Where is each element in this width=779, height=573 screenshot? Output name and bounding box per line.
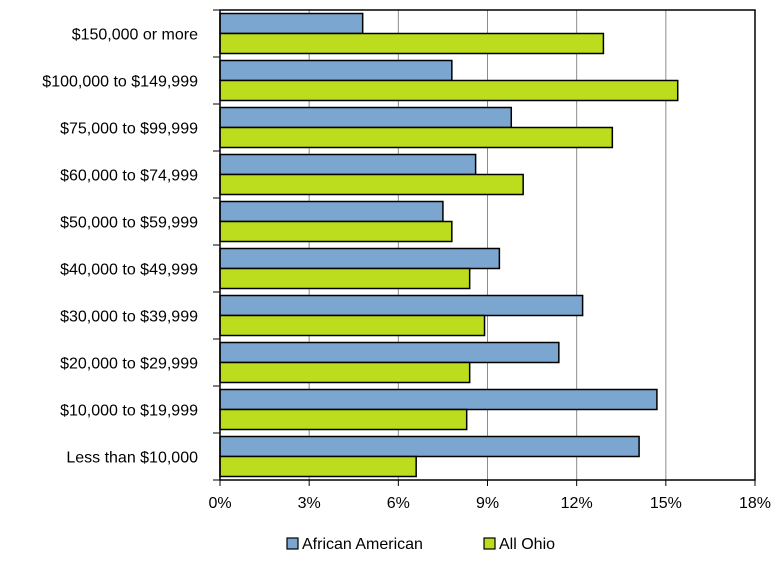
bar-african-american <box>219 12 364 35</box>
legend-label: All Ohio <box>499 536 555 553</box>
x-tick-label: 6% <box>387 495 410 512</box>
x-tick-label: 0% <box>208 495 231 512</box>
bar-all-ohio <box>219 173 524 196</box>
bar-african-american <box>219 247 501 270</box>
category-label: $50,000 to $59,999 <box>60 215 198 232</box>
x-tick-label: 12% <box>561 495 593 512</box>
bar-african-american <box>219 59 453 82</box>
category-label: $40,000 to $49,999 <box>60 262 198 279</box>
category-label: Less than $10,000 <box>66 450 198 467</box>
bar-all-ohio <box>219 314 486 337</box>
legend-swatch <box>286 537 299 550</box>
bar-all-ohio <box>219 408 468 431</box>
x-tick-label: 3% <box>298 495 321 512</box>
category-label: $150,000 or more <box>72 27 198 44</box>
bar-african-american <box>219 153 477 176</box>
legend: African American All Ohio <box>286 536 555 553</box>
bar-all-ohio <box>219 32 605 55</box>
bars <box>219 12 679 478</box>
bar-african-american <box>219 294 584 317</box>
category-labels: $150,000 or more $100,000 to $149,999 $75,… <box>42 27 198 467</box>
legend-label: African American <box>302 536 423 553</box>
category-label: $75,000 to $99,999 <box>60 121 198 138</box>
bar-all-ohio <box>219 361 471 384</box>
category-label: $30,000 to $39,999 <box>60 309 198 326</box>
bar-african-american <box>219 388 658 411</box>
bar-african-american <box>219 106 513 129</box>
bar-all-ohio <box>219 126 614 149</box>
bar-african-american <box>219 200 444 223</box>
bar-all-ohio <box>219 455 417 478</box>
legend-swatch <box>483 537 496 550</box>
category-label: $60,000 to $74,999 <box>60 168 198 185</box>
category-label: $10,000 to $19,999 <box>60 403 198 420</box>
bar-all-ohio <box>219 79 679 102</box>
bar-african-american <box>219 435 640 458</box>
bar-all-ohio <box>219 267 471 290</box>
bar-african-american <box>219 341 560 364</box>
category-tick-marks <box>213 9 220 481</box>
x-tick-labels: 0% 3% 6% 9% 12% 15% 18% <box>208 495 771 512</box>
bar-all-ohio <box>219 220 453 243</box>
category-label: $20,000 to $29,999 <box>60 356 198 373</box>
x-tick-label: 18% <box>739 495 771 512</box>
category-label: $100,000 to $149,999 <box>42 74 198 91</box>
x-tick-label: 15% <box>650 495 682 512</box>
x-tick-label: 9% <box>476 495 499 512</box>
